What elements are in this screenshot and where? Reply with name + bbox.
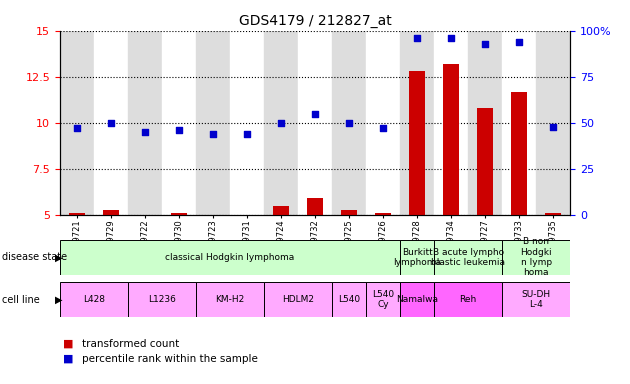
Bar: [60, 282, 128, 317]
Bar: [366, 31, 400, 215]
Bar: [264, 282, 332, 317]
Bar: [502, 31, 536, 215]
Bar: [444, 64, 459, 215]
Point: [174, 127, 184, 133]
Point: [480, 41, 490, 47]
Text: B non
Hodgki
n lymp
homa: B non Hodgki n lymp homa: [520, 237, 552, 277]
Bar: [128, 31, 162, 215]
Bar: [60, 31, 94, 215]
Text: Namalwa: Namalwa: [396, 295, 438, 304]
Bar: [196, 282, 264, 317]
Bar: [366, 282, 400, 317]
Title: GDS4179 / 212827_at: GDS4179 / 212827_at: [239, 14, 391, 28]
Bar: [103, 210, 118, 215]
Bar: [375, 213, 391, 215]
Point: [140, 129, 150, 135]
Bar: [434, 240, 502, 275]
Text: cell line: cell line: [2, 295, 40, 305]
Point: [514, 39, 524, 45]
Point: [310, 111, 320, 117]
Text: L1236: L1236: [148, 295, 176, 304]
Bar: [410, 71, 425, 215]
Text: percentile rank within the sample: percentile rank within the sample: [82, 354, 258, 364]
Text: ▶: ▶: [55, 252, 63, 262]
Text: ■: ■: [63, 339, 74, 349]
Bar: [536, 31, 570, 215]
Bar: [502, 282, 570, 317]
Point: [378, 125, 388, 131]
Bar: [128, 282, 196, 317]
Text: HDLM2: HDLM2: [282, 295, 314, 304]
Bar: [264, 31, 298, 215]
Text: L540
Cy: L540 Cy: [372, 290, 394, 309]
Text: ▶: ▶: [55, 295, 63, 305]
Text: L540: L540: [338, 295, 360, 304]
Bar: [341, 210, 357, 215]
Bar: [162, 31, 196, 215]
Point: [344, 120, 354, 126]
Point: [412, 35, 422, 41]
Text: L428: L428: [83, 295, 105, 304]
Text: transformed count: transformed count: [82, 339, 179, 349]
Bar: [546, 213, 561, 215]
Text: ■: ■: [63, 354, 74, 364]
Point: [208, 131, 218, 137]
Bar: [502, 240, 570, 275]
Bar: [468, 31, 502, 215]
Text: Reh: Reh: [459, 295, 477, 304]
Point: [72, 125, 82, 131]
Text: classical Hodgkin lymphoma: classical Hodgkin lymphoma: [165, 253, 295, 262]
Point: [548, 124, 558, 130]
Point: [276, 120, 286, 126]
Bar: [94, 31, 128, 215]
Bar: [230, 31, 264, 215]
Text: disease state: disease state: [2, 252, 67, 262]
Bar: [196, 31, 230, 215]
Text: Burkitt
lymphoma: Burkitt lymphoma: [393, 248, 441, 267]
Bar: [171, 213, 186, 215]
Bar: [298, 31, 332, 215]
Bar: [434, 282, 502, 317]
Bar: [400, 282, 434, 317]
Bar: [60, 240, 400, 275]
Point: [106, 120, 116, 126]
Text: SU-DH
L-4: SU-DH L-4: [522, 290, 551, 309]
Point: [446, 35, 456, 41]
Bar: [273, 206, 289, 215]
Bar: [69, 213, 84, 215]
Bar: [434, 31, 468, 215]
Point: [242, 131, 252, 137]
Bar: [332, 282, 366, 317]
Text: B acute lympho
blastic leukemia: B acute lympho blastic leukemia: [431, 248, 505, 267]
Text: KM-H2: KM-H2: [215, 295, 244, 304]
Bar: [512, 91, 527, 215]
Bar: [478, 108, 493, 215]
Bar: [332, 31, 366, 215]
Bar: [307, 199, 323, 215]
Bar: [400, 240, 434, 275]
Bar: [400, 31, 434, 215]
